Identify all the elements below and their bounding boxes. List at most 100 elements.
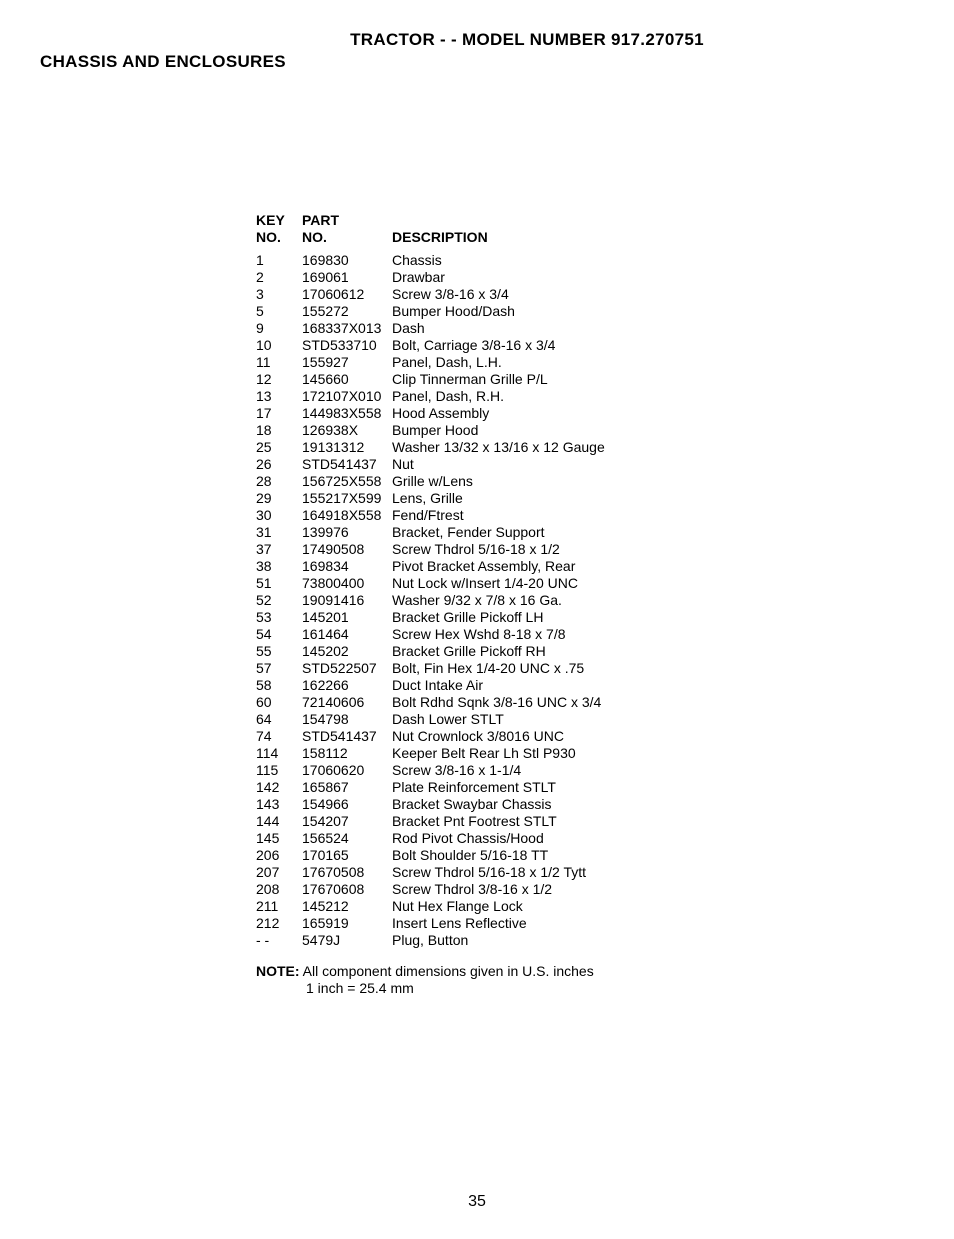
- part-no: STD522507: [302, 660, 392, 677]
- part-no: 172107X010: [302, 388, 392, 405]
- parts-rows: 1169830Chassis2169061Drawbar317060612Scr…: [256, 252, 914, 949]
- part-no: 156725X558: [302, 473, 392, 490]
- parts-row: 10STD533710Bolt, Carriage 3/8-16 x 3/4: [256, 337, 914, 354]
- key-no: 37: [256, 541, 302, 558]
- key-no: 11: [256, 354, 302, 371]
- key-no: 54: [256, 626, 302, 643]
- part-no: 145202: [302, 643, 392, 660]
- col-header-desc2: DESCRIPTION: [392, 229, 914, 246]
- parts-row: 31139976Bracket, Fender Support: [256, 524, 914, 541]
- key-no: 208: [256, 881, 302, 898]
- note-text1: All component dimensions given in U.S. i…: [300, 963, 594, 979]
- part-description: Bracket Swaybar Chassis: [392, 796, 914, 813]
- parts-row: 26STD541437Nut: [256, 456, 914, 473]
- part-description: Dash Lower STLT: [392, 711, 914, 728]
- parts-row: 2169061Drawbar: [256, 269, 914, 286]
- parts-row: 212165919Insert Lens Reflective: [256, 915, 914, 932]
- parts-row: 206170165Bolt Shoulder 5/16-18 TT: [256, 847, 914, 864]
- part-description: Screw Thdrol 5/16-18 x 1/2 Tytt: [392, 864, 914, 881]
- key-no: 206: [256, 847, 302, 864]
- part-description: Bumper Hood: [392, 422, 914, 439]
- part-no: 158112: [302, 745, 392, 762]
- part-no: 169834: [302, 558, 392, 575]
- parts-row: 57STD522507Bolt, Fin Hex 1/4-20 UNC x .7…: [256, 660, 914, 677]
- part-no: 165867: [302, 779, 392, 796]
- part-no: 145201: [302, 609, 392, 626]
- part-no: 17670508: [302, 864, 392, 881]
- part-no: 154966: [302, 796, 392, 813]
- parts-row: 11155927Panel, Dash, L.H.: [256, 354, 914, 371]
- parts-row: 1169830Chassis: [256, 252, 914, 269]
- part-no: 145660: [302, 371, 392, 388]
- part-no: 126938X: [302, 422, 392, 439]
- part-description: Dash: [392, 320, 914, 337]
- part-description: Clip Tinnerman Grille P/L: [392, 371, 914, 388]
- key-no: 60: [256, 694, 302, 711]
- col-header-key2: NO.: [256, 229, 302, 246]
- parts-row: 30164918X558Fend/Ftrest: [256, 507, 914, 524]
- parts-row: 55145202Bracket Grille Pickoff RH: [256, 643, 914, 660]
- key-no: 74: [256, 728, 302, 745]
- part-no: 165919: [302, 915, 392, 932]
- part-description: Nut Crownlock 3/8016 UNC: [392, 728, 914, 745]
- part-description: Bracket Pnt Footrest STLT: [392, 813, 914, 830]
- key-no: 5: [256, 303, 302, 320]
- parts-row: 143154966Bracket Swaybar Chassis: [256, 796, 914, 813]
- parts-row: - -5479JPlug, Button: [256, 932, 914, 949]
- part-description: Bolt Shoulder 5/16-18 TT: [392, 847, 914, 864]
- key-no: 25: [256, 439, 302, 456]
- part-description: Bracket Grille Pickoff LH: [392, 609, 914, 626]
- key-no: 26: [256, 456, 302, 473]
- part-description: Bracket, Fender Support: [392, 524, 914, 541]
- part-description: Rod Pivot Chassis/Hood: [392, 830, 914, 847]
- parts-row: 211145212Nut Hex Flange Lock: [256, 898, 914, 915]
- part-description: Insert Lens Reflective: [392, 915, 914, 932]
- part-description: Nut Hex Flange Lock: [392, 898, 914, 915]
- key-no: 115: [256, 762, 302, 779]
- key-no: 38: [256, 558, 302, 575]
- part-description: Grille w/Lens: [392, 473, 914, 490]
- part-no: 17060612: [302, 286, 392, 303]
- part-description: Panel, Dash, L.H.: [392, 354, 914, 371]
- part-no: 145212: [302, 898, 392, 915]
- part-description: Bracket Grille Pickoff RH: [392, 643, 914, 660]
- key-no: 29: [256, 490, 302, 507]
- key-no: 53: [256, 609, 302, 626]
- parts-row: 38169834Pivot Bracket Assembly, Rear: [256, 558, 914, 575]
- col-header-part1: PART: [302, 212, 392, 229]
- key-no: 55: [256, 643, 302, 660]
- part-no: STD541437: [302, 728, 392, 745]
- part-description: Plate Reinforcement STLT: [392, 779, 914, 796]
- part-description: Washer 9/32 x 7/8 x 16 Ga.: [392, 592, 914, 609]
- parts-row: 58162266Duct Intake Air: [256, 677, 914, 694]
- note-text2: 1 inch = 25.4 mm: [306, 980, 914, 997]
- parts-row: 12145660Clip Tinnerman Grille P/L: [256, 371, 914, 388]
- part-description: Keeper Belt Rear Lh Stl P930: [392, 745, 914, 762]
- key-no: 1: [256, 252, 302, 269]
- key-no: 145: [256, 830, 302, 847]
- col-header-desc1: [392, 212, 914, 229]
- part-description: Lens, Grille: [392, 490, 914, 507]
- note-label: NOTE:: [256, 963, 300, 979]
- parts-row: 5155272Bumper Hood/Dash: [256, 303, 914, 320]
- part-no: 17060620: [302, 762, 392, 779]
- part-description: Pivot Bracket Assembly, Rear: [392, 558, 914, 575]
- part-description: Panel, Dash, R.H.: [392, 388, 914, 405]
- parts-row: 317060612Screw 3/8-16 x 3/4: [256, 286, 914, 303]
- col-header-key1: KEY: [256, 212, 302, 229]
- part-no: STD541437: [302, 456, 392, 473]
- part-description: Bolt Rdhd Sqnk 3/8-16 UNC x 3/4: [392, 694, 914, 711]
- key-no: 31: [256, 524, 302, 541]
- parts-row: 5173800400Nut Lock w/Insert 1/4-20 UNC: [256, 575, 914, 592]
- note-block: NOTE: All component dimensions given in …: [256, 963, 914, 997]
- part-description: Screw 3/8-16 x 3/4: [392, 286, 914, 303]
- part-no: 156524: [302, 830, 392, 847]
- key-no: 142: [256, 779, 302, 796]
- parts-row: 54161464Screw Hex Wshd 8-18 x 7/8: [256, 626, 914, 643]
- parts-row: 142165867Plate Reinforcement STLT: [256, 779, 914, 796]
- part-no: 168337X013: [302, 320, 392, 337]
- key-no: 17: [256, 405, 302, 422]
- parts-list: KEY PART NO. NO. DESCRIPTION 1169830Chas…: [256, 212, 914, 949]
- parts-row: 11517060620Screw 3/8-16 x 1-1/4: [256, 762, 914, 779]
- parts-row: 28156725X558Grille w/Lens: [256, 473, 914, 490]
